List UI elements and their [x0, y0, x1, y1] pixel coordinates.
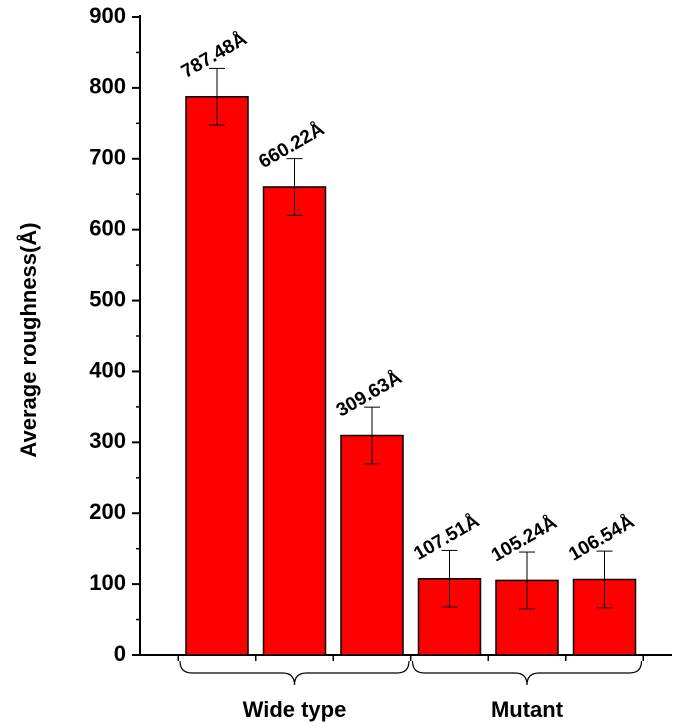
y-tick-label: 700 — [89, 145, 126, 170]
bar — [340, 434, 404, 656]
group-label: Wide type — [243, 697, 347, 722]
data-label: 107.51Å — [410, 510, 483, 564]
bar — [262, 186, 327, 656]
bars-layer — [185, 67, 637, 656]
data-label: 787.48Å — [178, 28, 251, 82]
y-tick-label: 800 — [89, 74, 126, 99]
data-label: 105.24Å — [488, 512, 561, 566]
y-tick-label: 600 — [89, 215, 126, 240]
data-label: 660.22Å — [255, 119, 328, 173]
y-tick-label: 400 — [89, 357, 126, 382]
y-tick-label: 100 — [89, 570, 126, 595]
y-tick-label: 0 — [114, 641, 126, 666]
axes-layer: 0 100 200 300 400 500 600 700 800 900 — [89, 3, 672, 686]
y-tick-label: 300 — [89, 428, 126, 453]
y-tick-label: 900 — [89, 3, 126, 28]
y-axis-title: Average roughness(Å) — [15, 222, 41, 457]
group-label: Mutant — [491, 697, 564, 722]
data-label: 106.54Å — [565, 511, 638, 565]
data-label: 309.63Å — [333, 367, 406, 421]
bar — [185, 96, 249, 656]
y-tick-label: 200 — [89, 499, 126, 524]
group-brace — [411, 660, 643, 686]
group-brace — [179, 660, 410, 686]
y-tick-label: 500 — [89, 286, 126, 311]
